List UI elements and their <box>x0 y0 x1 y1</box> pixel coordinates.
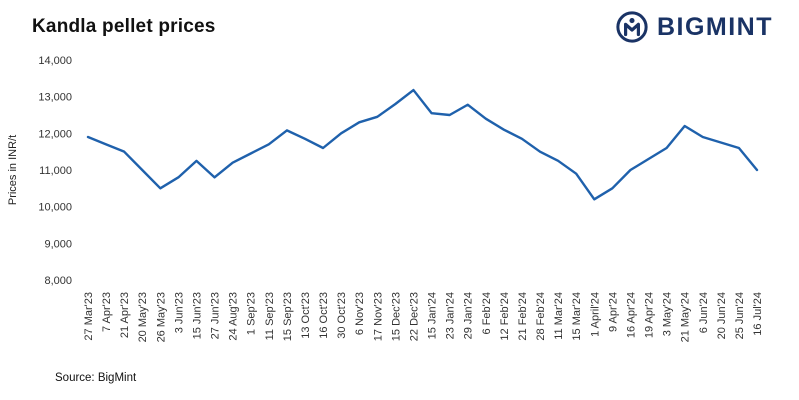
x-tick-label: 29 Jan'24 <box>463 292 475 339</box>
x-tick-label: 6 Feb'24 <box>481 292 493 334</box>
source-note: Source: BigMint <box>55 372 137 384</box>
x-tick-label: 27 Jun'23 <box>210 292 222 339</box>
y-tick-label: 14,000 <box>38 55 72 67</box>
chart-title: Kandla pellet prices <box>32 16 216 37</box>
y-tick-label: 12,000 <box>38 128 72 140</box>
x-tick-label: 1 Sep'23 <box>246 292 258 335</box>
x-tick-label: 28 Feb'24 <box>535 292 547 341</box>
x-tick-label: 20 May'23 <box>137 292 149 342</box>
x-tick-label: 16 Jul'24 <box>752 292 764 336</box>
x-tick-label: 9 Apr'24 <box>607 292 619 332</box>
bigmint-logo: BIGMINT <box>616 11 773 43</box>
x-tick-label: 1 April'24 <box>589 292 601 337</box>
x-tick-label: 6 Nov'23 <box>354 292 366 335</box>
header: Kandla pellet prices BIGMINT <box>0 0 799 44</box>
y-tick-label: 9,000 <box>44 238 72 250</box>
x-tick-label: 15 Sep'23 <box>282 292 294 341</box>
x-tick-label: 26 May'23 <box>155 292 167 342</box>
x-tick-label: 21 Feb'24 <box>517 292 529 341</box>
x-tick-label: 15 Jan'24 <box>427 292 439 339</box>
x-tick-label: 21 Apr'23 <box>119 292 131 338</box>
y-tick-label: 11,000 <box>39 165 72 177</box>
y-tick-label: 10,000 <box>38 202 72 214</box>
price-line-series <box>86 88 759 201</box>
x-tick-label: 22 Dec'23 <box>408 292 420 341</box>
x-tick-label: 23 Jan'24 <box>445 292 457 339</box>
x-tick-label: 3 Jun'23 <box>173 292 185 333</box>
y-axis-title: Prices in INR/t <box>7 135 19 205</box>
x-tick-label: 20 Jun'24 <box>716 292 728 339</box>
x-tick-label: 16 Apr'24 <box>625 292 637 338</box>
x-tick-label: 6 Jun'24 <box>698 292 710 333</box>
bigmint-wordmark: BIGMINT <box>656 12 773 41</box>
x-tick-label: 16 Oct'23 <box>318 292 330 339</box>
x-tick-label: 7 Apr'23 <box>101 292 113 332</box>
x-tick-label: 27 Mar'23 <box>83 292 95 341</box>
x-tick-label: 21 May'24 <box>680 292 692 342</box>
pellet-price-line-chart: 8,000 9,000 10,000 11,000 12,000 13,000 14,000… <box>7 55 764 342</box>
x-tick-label: 3 May'24 <box>662 292 674 336</box>
x-tick-label: 30 Oct'23 <box>336 292 348 339</box>
x-tick-label: 17 Nov'23 <box>372 292 384 341</box>
bigmint-logo-icon <box>616 11 648 43</box>
x-tick-label: 15 Dec'23 <box>390 292 402 341</box>
x-tick-label: 11 Mar'24 <box>553 292 565 340</box>
x-tick-label: 12 Feb'24 <box>499 292 511 341</box>
x-tick-label: 11 Sep'23 <box>264 292 276 340</box>
y-tick-label: 13,000 <box>38 92 72 104</box>
y-tick-label: 8,000 <box>44 275 72 287</box>
x-tick-label: 24 Aug'23 <box>228 292 240 341</box>
x-tick-label: 25 Jun'24 <box>734 292 746 339</box>
x-tick-label: 19 Apr'24 <box>644 292 656 338</box>
x-tick-label: 15 Jun'23 <box>191 292 203 339</box>
x-tick-label: 15 Mar'24 <box>571 292 583 341</box>
x-tick-label: 13 Oct'23 <box>300 292 312 339</box>
